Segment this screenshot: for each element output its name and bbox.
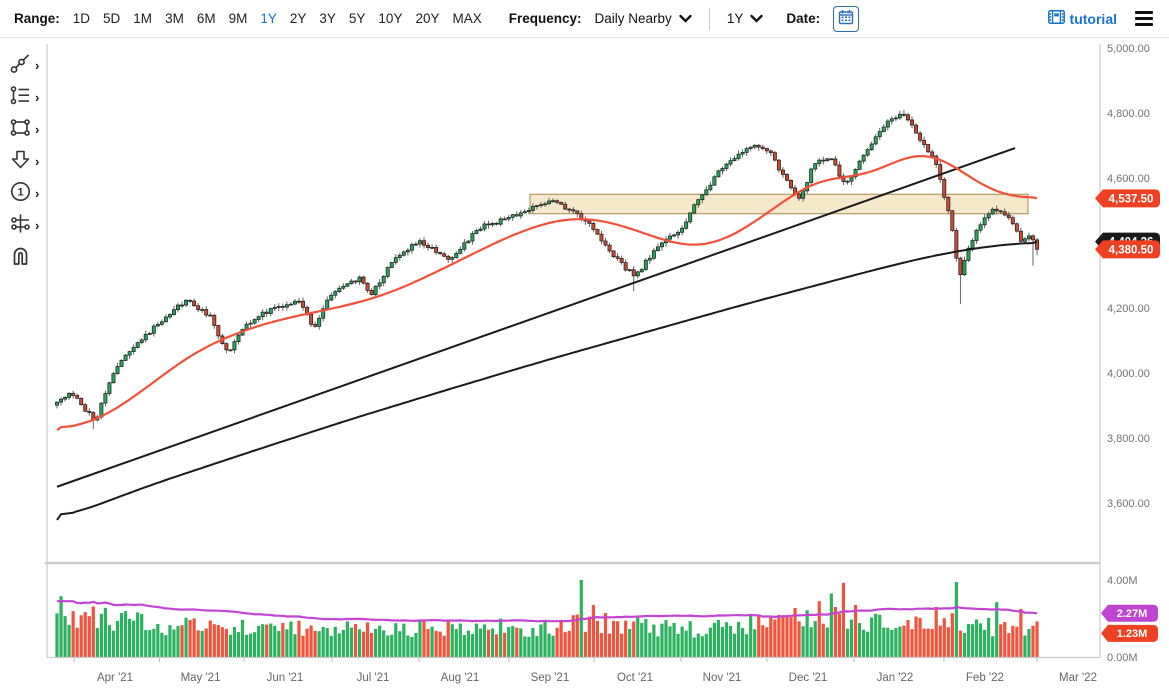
svg-text:4.00M: 4.00M bbox=[1107, 575, 1138, 587]
last-price-badge: 4,380.50 bbox=[1095, 240, 1160, 259]
svg-text:Aug '21: Aug '21 bbox=[441, 672, 480, 684]
svg-text:Jan '22: Jan '22 bbox=[877, 672, 914, 684]
range-option-2y[interactable]: 2Y bbox=[289, 11, 307, 26]
volume-layer bbox=[55, 580, 1039, 657]
range-option-1d[interactable]: 1D bbox=[72, 11, 91, 26]
svg-text:Sep '21: Sep '21 bbox=[531, 672, 570, 684]
range-option-10y[interactable]: 10Y bbox=[378, 11, 403, 26]
chart-toolbar: Range: 1D 5D 1M 3M 6M 9M 1Y 2Y 3Y 5Y 10Y 20Y MAX Fre… bbox=[0, 0, 1169, 38]
time-axis-labels: Apr '21 May '21 Jun '21 Jul '21 Aug '21 Sep '… bbox=[73, 658, 1097, 684]
svg-text:3,800.00: 3,800.00 bbox=[1107, 433, 1150, 445]
drawing-tools-sidebar: › › › › 1 › › bbox=[0, 38, 45, 695]
candlestick-layer bbox=[55, 109, 1039, 429]
chevron-right-icon: › bbox=[35, 58, 40, 73]
chevron-right-icon: › bbox=[35, 186, 40, 201]
trendline-tool-icon bbox=[9, 52, 32, 80]
volume-moving-average-line bbox=[57, 600, 1038, 623]
svg-text:1: 1 bbox=[17, 186, 23, 198]
svg-text:Jul '21: Jul '21 bbox=[357, 672, 390, 684]
svg-text:4,600.00: 4,600.00 bbox=[1107, 173, 1150, 185]
fast-moving-average-line bbox=[56, 155, 1038, 432]
svg-text:4,000.00: 4,000.00 bbox=[1107, 368, 1150, 380]
date-picker-button[interactable] bbox=[833, 5, 860, 32]
svg-text:3,600.00: 3,600.00 bbox=[1107, 498, 1150, 510]
svg-text:5,000.00: 5,000.00 bbox=[1107, 43, 1150, 55]
range-option-5d[interactable]: 5D bbox=[103, 11, 121, 26]
chart-workspace: › › › › 1 › › 5,000.00 4,800.00 4,600.00 4,200.00… bbox=[0, 38, 1169, 695]
magnet-mode-toggle[interactable] bbox=[9, 246, 32, 269]
tutorial-link[interactable]: tutorial bbox=[1047, 10, 1117, 27]
frequency-value: Daily Nearby bbox=[594, 11, 672, 26]
svg-text:4,200.00: 4,200.00 bbox=[1107, 303, 1150, 315]
range-option-20y[interactable]: 20Y bbox=[415, 11, 440, 26]
number-annotation-tool[interactable]: 1 › bbox=[9, 180, 40, 208]
toolbar-divider bbox=[708, 7, 710, 30]
shapes-tool-icon bbox=[9, 116, 32, 144]
number-annotation-tool-icon: 1 bbox=[9, 180, 32, 208]
volume-ma-badge: 2.27M bbox=[1101, 604, 1158, 622]
measure-tool[interactable]: › bbox=[9, 214, 39, 237]
magnet-mode-toggle-icon bbox=[9, 244, 32, 272]
range-option-3m[interactable]: 3M bbox=[165, 11, 184, 26]
range-option-max[interactable]: MAX bbox=[452, 11, 482, 26]
pane-borders bbox=[45, 44, 1101, 659]
svg-text:4,537.50: 4,537.50 bbox=[1109, 193, 1154, 205]
range-option-1m[interactable]: 1M bbox=[133, 11, 153, 26]
range-label: Range: bbox=[14, 11, 60, 26]
range-option-5y[interactable]: 5Y bbox=[348, 11, 366, 26]
measure-tool-icon bbox=[9, 212, 32, 240]
price-volume-chart[interactable]: 5,000.00 4,800.00 4,600.00 4,200.00 4,000.00… bbox=[45, 38, 1169, 695]
trendline-tool[interactable]: › bbox=[9, 52, 40, 80]
svg-text:Mar '22: Mar '22 bbox=[1059, 672, 1097, 684]
shapes-tool[interactable]: › bbox=[9, 118, 39, 141]
svg-text:Feb '22: Feb '22 bbox=[966, 672, 1004, 684]
svg-text:0.00M: 0.00M bbox=[1107, 652, 1138, 664]
calendar-icon bbox=[838, 9, 854, 28]
range-option-3y[interactable]: 3Y bbox=[319, 11, 336, 26]
range-option-6m[interactable]: 6M bbox=[196, 11, 216, 26]
chevron-down-icon bbox=[750, 11, 763, 26]
svg-text:4,380.50: 4,380.50 bbox=[1109, 244, 1154, 256]
tutorial-label: tutorial bbox=[1069, 10, 1117, 27]
range-options: 1D 5D 1M 3M 6M 9M 1Y 2Y 3Y 5Y 10Y 20Y MAX bbox=[73, 11, 482, 26]
svg-text:Jun '21: Jun '21 bbox=[267, 672, 304, 684]
period-value: 1Y bbox=[726, 11, 744, 26]
chevron-right-icon: › bbox=[35, 218, 40, 233]
chevron-down-icon bbox=[679, 11, 692, 26]
slow-moving-average-line bbox=[56, 240, 1038, 521]
svg-text:Oct '21: Oct '21 bbox=[617, 672, 653, 684]
fibonacci-tool-icon bbox=[9, 84, 32, 112]
chevron-right-icon: › bbox=[35, 122, 40, 137]
frequency-label: Frequency: bbox=[508, 11, 582, 26]
svg-text:May '21: May '21 bbox=[181, 672, 221, 684]
menu-hamburger-icon[interactable] bbox=[1133, 9, 1155, 28]
chart-layers bbox=[55, 109, 1039, 657]
svg-text:2.27M: 2.27M bbox=[1117, 608, 1148, 620]
arrow-annotation-tool[interactable]: › bbox=[9, 150, 39, 173]
price-axis-labels: 5,000.00 4,800.00 4,600.00 4,200.00 4,000.00… bbox=[1107, 43, 1150, 664]
chevron-right-icon: › bbox=[35, 154, 40, 169]
video-tutorial-icon bbox=[1047, 10, 1065, 27]
period-dropdown[interactable]: 1Y bbox=[727, 11, 764, 26]
svg-text:Nov '21: Nov '21 bbox=[703, 672, 742, 684]
frequency-dropdown[interactable]: Daily Nearby bbox=[595, 11, 692, 26]
trend-line-annotation bbox=[56, 147, 1016, 488]
svg-text:Dec '21: Dec '21 bbox=[789, 672, 828, 684]
svg-text:1.23M: 1.23M bbox=[1117, 628, 1148, 640]
arrow-annotation-tool-icon bbox=[9, 148, 32, 176]
range-option-1y[interactable]: 1Y bbox=[260, 11, 277, 26]
svg-text:4,800.00: 4,800.00 bbox=[1107, 108, 1150, 120]
fast-ma-price-badge: 4,537.50 bbox=[1095, 189, 1160, 208]
date-label: Date: bbox=[786, 11, 821, 26]
fibonacci-tool[interactable]: › bbox=[9, 84, 40, 112]
chevron-right-icon: › bbox=[35, 90, 40, 105]
range-option-9m[interactable]: 9M bbox=[228, 11, 248, 26]
svg-text:Apr '21: Apr '21 bbox=[97, 672, 133, 684]
last-volume-badge: 1.23M bbox=[1101, 624, 1158, 642]
